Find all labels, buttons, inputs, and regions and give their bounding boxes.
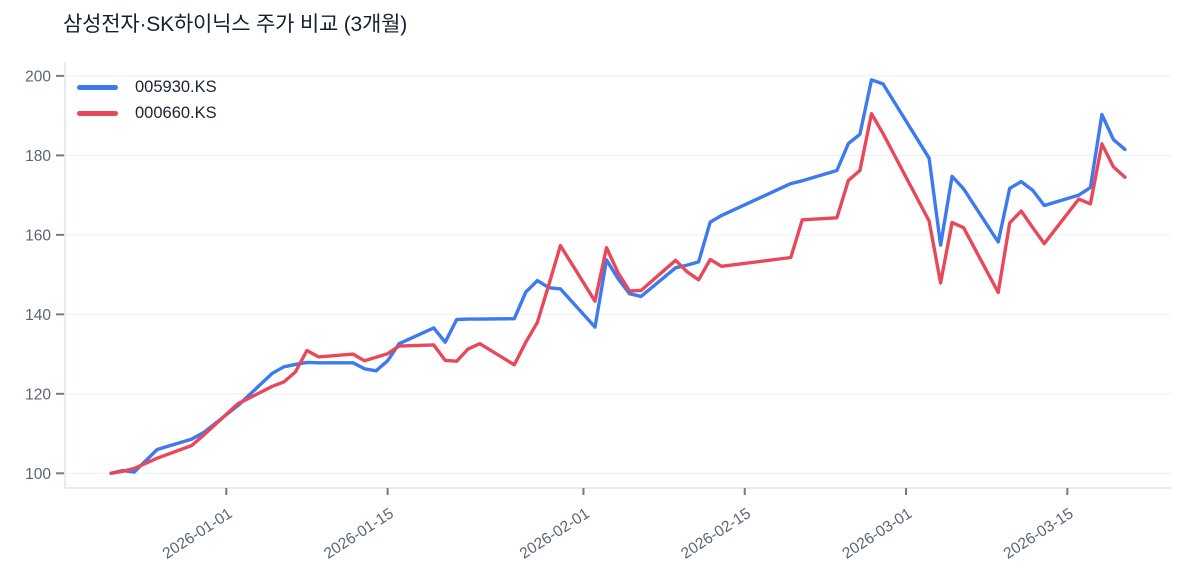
legend-item-000660: 000660.KS	[77, 100, 217, 126]
svg-text:160: 160	[25, 227, 51, 244]
svg-text:2026-02-01: 2026-02-01	[517, 505, 593, 562]
svg-text:120: 120	[25, 386, 51, 403]
svg-text:2026-02-15: 2026-02-15	[678, 505, 754, 562]
legend: 005930.KS 000660.KS	[77, 74, 217, 126]
legend-item-005930: 005930.KS	[77, 74, 217, 100]
svg-text:180: 180	[25, 148, 51, 165]
legend-label: 000660.KS	[135, 103, 217, 122]
legend-line-swatch-red-icon	[77, 110, 118, 116]
svg-text:2026-03-15: 2026-03-15	[1001, 505, 1077, 562]
svg-text:2026-01-01: 2026-01-01	[160, 505, 236, 562]
svg-text:2026-01-15: 2026-01-15	[321, 505, 397, 562]
chart-title: 삼성전자·SK하이닉스 주가 비교 (3개월)	[63, 13, 408, 36]
legend-line-swatch-blue-icon	[77, 84, 118, 90]
svg-text:2026-03-01: 2026-03-01	[839, 505, 915, 562]
svg-text:100: 100	[25, 466, 51, 483]
svg-text:200: 200	[25, 68, 51, 85]
svg-text:140: 140	[25, 307, 51, 324]
legend-label: 005930.KS	[135, 77, 217, 96]
